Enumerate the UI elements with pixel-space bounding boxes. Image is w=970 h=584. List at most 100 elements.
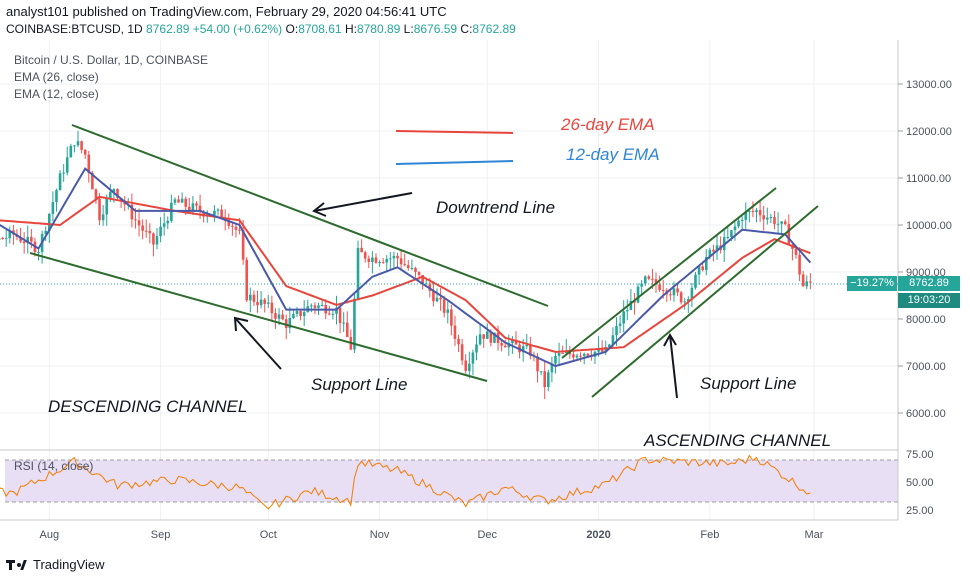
candle-body [529, 345, 532, 356]
candle-body [478, 334, 482, 345]
candle-body [572, 354, 575, 358]
candle-body [399, 258, 403, 265]
ema12-legend: EMA (12, close) [14, 87, 99, 101]
rsi-band [5, 460, 898, 502]
candle-body [342, 322, 345, 324]
candle-body [188, 206, 191, 211]
candle-body [773, 216, 776, 225]
candle-body [651, 278, 654, 280]
candle-body [618, 323, 622, 326]
candle-body [389, 258, 392, 260]
candle-body [550, 363, 554, 373]
candle-body [582, 353, 586, 356]
candle-body [676, 288, 679, 293]
candle-body [159, 226, 162, 237]
candle-body [446, 309, 450, 313]
candle-body [91, 172, 94, 190]
candle-body [213, 210, 216, 215]
candle-body [73, 145, 76, 147]
candle-body [47, 213, 51, 231]
ascending-channel-annotation: ASCENDING CHANNEL [644, 431, 832, 450]
candle-body [539, 371, 543, 373]
candle-body [65, 157, 69, 173]
candle-body [482, 334, 485, 339]
candle-body [622, 311, 625, 324]
support-annotation-right: Support Line [700, 374, 797, 393]
candle-body [701, 266, 704, 271]
candle-body [633, 300, 636, 303]
candle-body [299, 311, 302, 316]
candle-body [241, 229, 245, 260]
candle-body [485, 331, 489, 339]
candle-body [748, 210, 751, 212]
candle-body [787, 224, 791, 245]
candle-body [220, 209, 223, 219]
ascending-upper-line [561, 187, 777, 359]
rsi-line [0, 454, 811, 510]
ema26-line [0, 195, 811, 353]
price-tick-label: 11000.00 [906, 173, 951, 185]
candle-body [302, 312, 306, 316]
ema26-legend-swatch [395, 130, 514, 134]
candle-body [360, 247, 363, 253]
candle-body [134, 219, 137, 221]
candle-body [227, 220, 231, 226]
rsi-tick-label: 25.00 [906, 505, 934, 517]
candle-body [450, 309, 453, 326]
candle-body [80, 141, 83, 150]
candle-body [69, 145, 73, 158]
candle-body [141, 225, 144, 231]
candle-body [629, 300, 633, 311]
price-change: +54.00 (+0.62%) [192, 22, 283, 36]
time-tick-label: Mar [804, 529, 823, 541]
rsi-tick-label: 75.00 [906, 449, 934, 461]
price-tick-label: 10000.00 [906, 220, 952, 232]
candle-body [256, 301, 259, 306]
candle-body [144, 230, 148, 232]
footer-brand[interactable]: TradingView [33, 557, 105, 572]
time-tick-label: Dec [477, 529, 497, 541]
candle-body [460, 344, 464, 361]
candle-body [643, 276, 647, 284]
candle-body [457, 338, 460, 345]
low-value: 8676.59 [413, 22, 458, 36]
candle-body [252, 294, 256, 302]
candle-body [453, 325, 457, 339]
publish-info: analyst101 published on TradingView.com,… [6, 4, 447, 19]
candle-body [432, 290, 435, 302]
candle-body [371, 257, 374, 262]
candle-body [328, 313, 331, 315]
high-label: H: [344, 22, 357, 36]
candle-body [694, 274, 697, 288]
candle-body [468, 363, 471, 371]
last-price-badge: 8762.89 [898, 276, 960, 291]
trendlines [29, 124, 819, 398]
arrow-support-right [669, 334, 678, 399]
candle-body [604, 347, 608, 352]
candle-body [8, 230, 12, 239]
footer: TradingView [6, 557, 105, 572]
time-tick-label: Aug [40, 529, 60, 541]
countdown-badge: 19:03:20 [898, 293, 960, 308]
candle-body [615, 325, 618, 336]
candle-body [98, 198, 101, 221]
candle-body [493, 332, 496, 343]
symbol: COINBASE:BTCUSD, 1D [6, 22, 143, 36]
candle-body [259, 299, 263, 306]
candle-body [109, 191, 112, 199]
time-tick-label: Sep [151, 529, 171, 541]
candle-body [148, 230, 152, 234]
price-tick-label: 6000.00 [906, 408, 946, 420]
candle-body [105, 198, 109, 215]
candle-body [658, 284, 661, 290]
candle-body [715, 245, 719, 252]
candle-body [130, 204, 134, 220]
candle-body [744, 211, 748, 220]
candle-body [636, 286, 640, 303]
candle-body [378, 262, 381, 264]
time-axis: Aug Sep Oct Nov Dec 2020 Feb Mar [40, 529, 824, 541]
candle-body [173, 199, 177, 203]
candle-body [101, 214, 105, 221]
downtrend-line [71, 124, 549, 307]
